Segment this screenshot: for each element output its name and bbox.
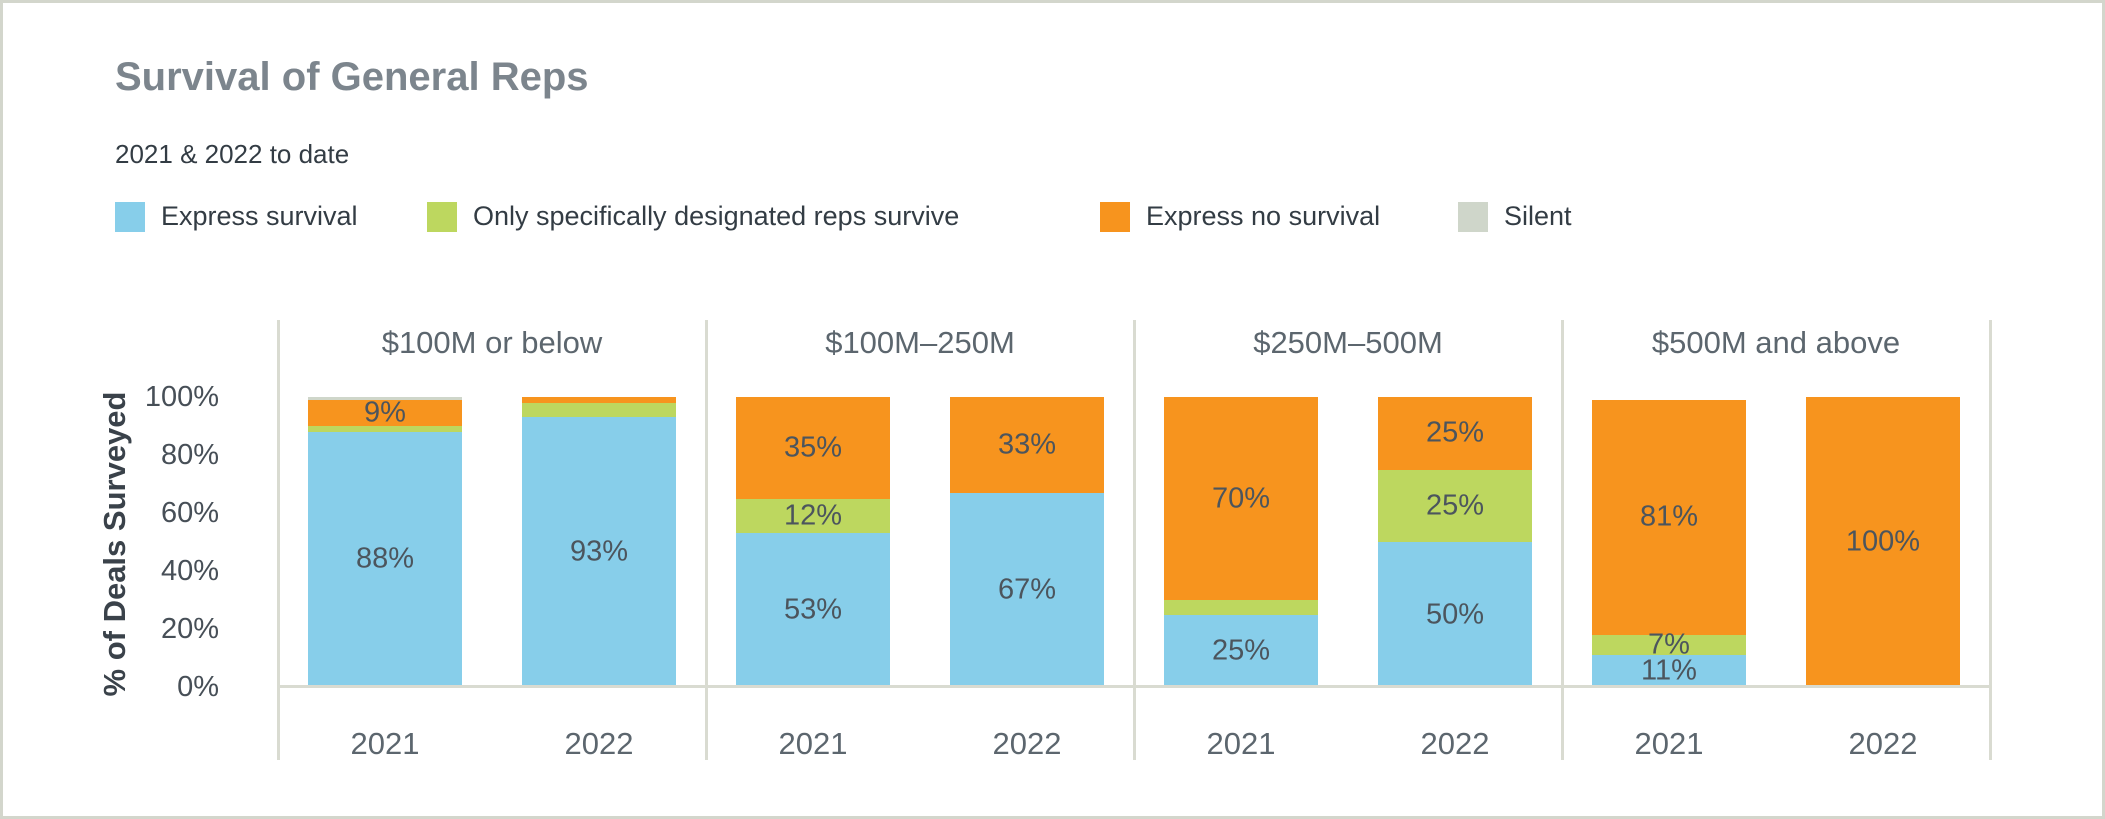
legend-swatch-express-no-survival: [1100, 201, 1130, 232]
y-tick-80: 80%: [160, 439, 219, 471]
segment-only-specifically-designated-reps-survive: [1164, 600, 1318, 615]
legend-label: Only specifically designated reps surviv…: [473, 201, 960, 231]
stacked-bar-$100Morbelow-2021: 9% 88%: [308, 396, 462, 687]
panel-title: $100M–250M: [825, 325, 1015, 360]
segment-value-label: 50%: [1425, 598, 1485, 630]
panel-separator-3: [1561, 320, 1564, 760]
panel-500m-and-above: $500M and above 81% 7% 11% 2021 100% 2022: [1562, 320, 1990, 761]
x-axis-label-2021: 2021: [778, 726, 848, 761]
x-axis-label-2022: 2022: [1420, 726, 1490, 761]
y-tick-0: 0%: [177, 671, 219, 703]
x-axis-label-2021: 2021: [1206, 726, 1276, 761]
panel-title: $500M and above: [1651, 325, 1901, 360]
segment-value-label: 88%: [355, 542, 415, 575]
legend-item-only-specifically-designated-reps-survive: Only specifically designated reps surviv…: [427, 201, 959, 232]
panel-title: $100M or below: [381, 325, 603, 360]
legend-label: Express no survival: [1146, 201, 1381, 231]
segment-express-no-survival: 33%: [950, 397, 1104, 493]
segment-only-specifically-designated-reps-survive: 7%: [1592, 628, 1746, 660]
stacked-bar-$500Mandabove-2021: 81% 7% 11%: [1592, 397, 1746, 687]
segment-express-no-survival: 25%: [1378, 397, 1532, 470]
segment-value-label: 81%: [1639, 500, 1699, 533]
x-axis-label-2021: 2021: [1634, 726, 1704, 761]
chart-area: $100M or below 9% 88% 2021 93% 2022 $100M–250M…: [277, 320, 1992, 761]
panel-100m-250m: $100M–250M 35% 12% 53% 2021 33% 67% 2022: [706, 320, 1134, 761]
panel-title: $250M–500M: [1253, 325, 1443, 360]
panel-separator-2: [1133, 320, 1136, 760]
x-axis-label-2022: 2022: [1848, 726, 1918, 761]
legend-swatch-only-specifically-designated-reps-survive: [427, 201, 457, 232]
legend-label: Silent: [1504, 201, 1572, 231]
segment-express-no-survival: [522, 397, 676, 403]
panel-100m-or-below: $100M or below 9% 88% 2021 93% 2022: [278, 320, 706, 761]
legend-item-express-no-survival: Express no survival: [1100, 201, 1380, 232]
segment-value-label: 33%: [997, 428, 1057, 461]
panel-separator-1: [705, 320, 708, 760]
segment-express-survival: 25%: [1164, 614, 1318, 687]
segment-value-label: 53%: [783, 593, 843, 626]
panel-250m-500m: $250M–500M 70% 25% 2021 25% 25% 50% 2022: [1134, 320, 1562, 761]
segment-express-no-survival: 100%: [1806, 397, 1960, 687]
stacked-bar-$100M–250M-2021: 35% 12% 53%: [736, 397, 890, 687]
segment-only-specifically-designated-reps-survive: 25%: [1378, 469, 1532, 542]
segment-value-label: 67%: [997, 573, 1057, 606]
stacked-bar-$250M–500M-2021: 70% 25%: [1164, 397, 1318, 687]
segment-value-label: 25%: [1425, 489, 1485, 522]
stacked-bar-$250M–500M-2022: 25% 25% 50%: [1378, 397, 1532, 687]
segment-only-specifically-designated-reps-survive: 12%: [736, 498, 890, 534]
segment-value-label: 100%: [1845, 525, 1921, 558]
stacked-bar-$100Morbelow-2022: 93%: [522, 397, 676, 687]
segment-express-survival: 67%: [950, 492, 1104, 687]
x-axis-label-2021: 2021: [350, 726, 420, 761]
segment-express-no-survival: 81%: [1592, 399, 1746, 635]
segment-express-no-survival: 70%: [1164, 397, 1318, 600]
segment-value-label: 25%: [1211, 634, 1271, 667]
legend-swatch-express-survival: [115, 201, 145, 232]
segment-value-label: 93%: [569, 535, 629, 568]
segment-value-label: 9%: [364, 396, 406, 429]
y-tick-20: 20%: [160, 613, 219, 645]
segment-value-label: 70%: [1211, 482, 1271, 514]
page-title: Survival of General Reps: [115, 55, 589, 99]
segment-silent: [308, 397, 462, 400]
segment-express-survival: 53%: [736, 533, 890, 687]
panel-separator-4: [1989, 320, 1992, 760]
y-tick-60: 60%: [160, 497, 219, 529]
y-tick-100: 100%: [144, 381, 219, 413]
segment-express-survival: 11%: [1592, 655, 1746, 687]
segment-express-survival: 50%: [1378, 542, 1532, 687]
legend-label: Express survival: [161, 201, 358, 231]
x-axis-label-2022: 2022: [992, 726, 1062, 761]
segment-value-label: 25%: [1425, 416, 1485, 449]
legend-swatch-silent: [1458, 201, 1488, 232]
x-axis-baseline: [278, 685, 1990, 688]
segment-express-survival: 93%: [522, 417, 676, 687]
chart-subtitle: 2021 & 2022 to date: [115, 139, 350, 169]
stacked-bar-$100M–250M-2022: 33% 67%: [950, 397, 1104, 687]
stacked-bar-$500Mandabove-2022: 100%: [1806, 397, 1960, 687]
segment-value-label: 12%: [783, 499, 843, 532]
segment-only-specifically-designated-reps-survive: [522, 402, 676, 418]
y-tick-40: 40%: [160, 555, 219, 587]
panel-separator-0: [277, 320, 280, 760]
segment-express-no-survival: 9%: [308, 396, 462, 428]
segment-only-specifically-designated-reps-survive: [308, 426, 462, 432]
legend-item-silent: Silent: [1458, 201, 1572, 232]
segment-value-label: 11%: [1641, 654, 1697, 687]
segment-express-no-survival: 35%: [736, 397, 890, 499]
x-axis-label-2022: 2022: [564, 726, 634, 761]
legend-item-express-survival: Express survival: [115, 201, 358, 232]
segment-express-survival: 88%: [308, 431, 462, 687]
segment-value-label: 35%: [783, 431, 843, 464]
